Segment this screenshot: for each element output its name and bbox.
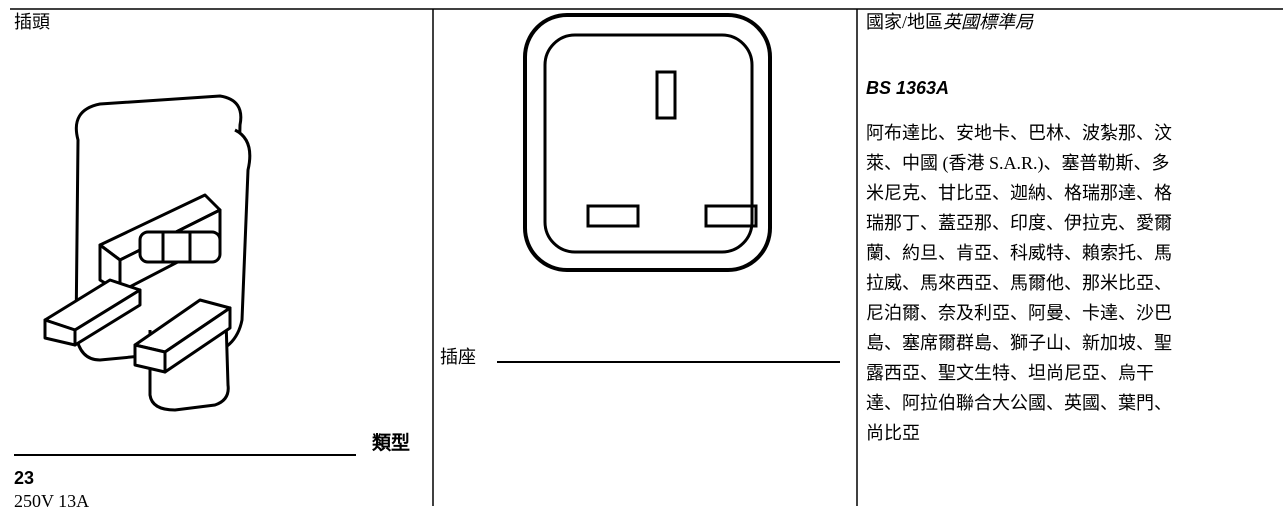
- country-line: 拉威、馬來西亞、馬爾他、那米比亞、: [866, 273, 1172, 293]
- heading: 國家/地區: [866, 12, 944, 32]
- country-line: 島、塞席爾群島、獅子山、新加坡、聖: [866, 333, 1172, 353]
- socket-drawing: [523, 13, 772, 272]
- country-line: 露西亞、聖文生特、坦尚尼亞、烏干: [866, 363, 1154, 383]
- country-line: 瑞那丁、蓋亞那、印度、伊拉克、愛爾: [866, 213, 1172, 233]
- country-line: 阿布達比、安地卡、巴林、波紮那、汶: [866, 123, 1172, 143]
- country-heading: 國家/地區英國標準局: [866, 12, 1033, 32]
- country-line: 尚比亞: [866, 423, 920, 443]
- heading-italic: 英國標準局: [943, 12, 1034, 32]
- plug-drawing: [43, 94, 252, 412]
- country-list: 阿布達比、安地卡、巴林、波紮那、汶 萊、中國 (香港 S.A.R.)、塞普勒斯、多…: [866, 118, 1172, 448]
- type-label: 類型: [372, 433, 411, 454]
- type-number: 23: [14, 468, 35, 488]
- country-line: 蘭、約旦、肯亞、科威特、賴索托、馬: [866, 243, 1172, 263]
- country-line: 萊、中國 (香港 S.A.R.)、塞普勒斯、多: [866, 153, 1170, 173]
- country-line: 達、阿拉伯聯合大公國、英國、葉門、: [866, 393, 1172, 413]
- socket-label: 插座: [440, 347, 476, 367]
- plug-label: 插頭: [14, 12, 50, 32]
- rating: 250V 13A: [14, 491, 90, 511]
- country-line: 尼泊爾、奈及利亞、阿曼、卡達、沙巴: [866, 303, 1172, 323]
- country-line: 米尼克、甘比亞、迦納、格瑞那達、格: [866, 183, 1172, 203]
- standard: BS 1363A: [866, 78, 950, 98]
